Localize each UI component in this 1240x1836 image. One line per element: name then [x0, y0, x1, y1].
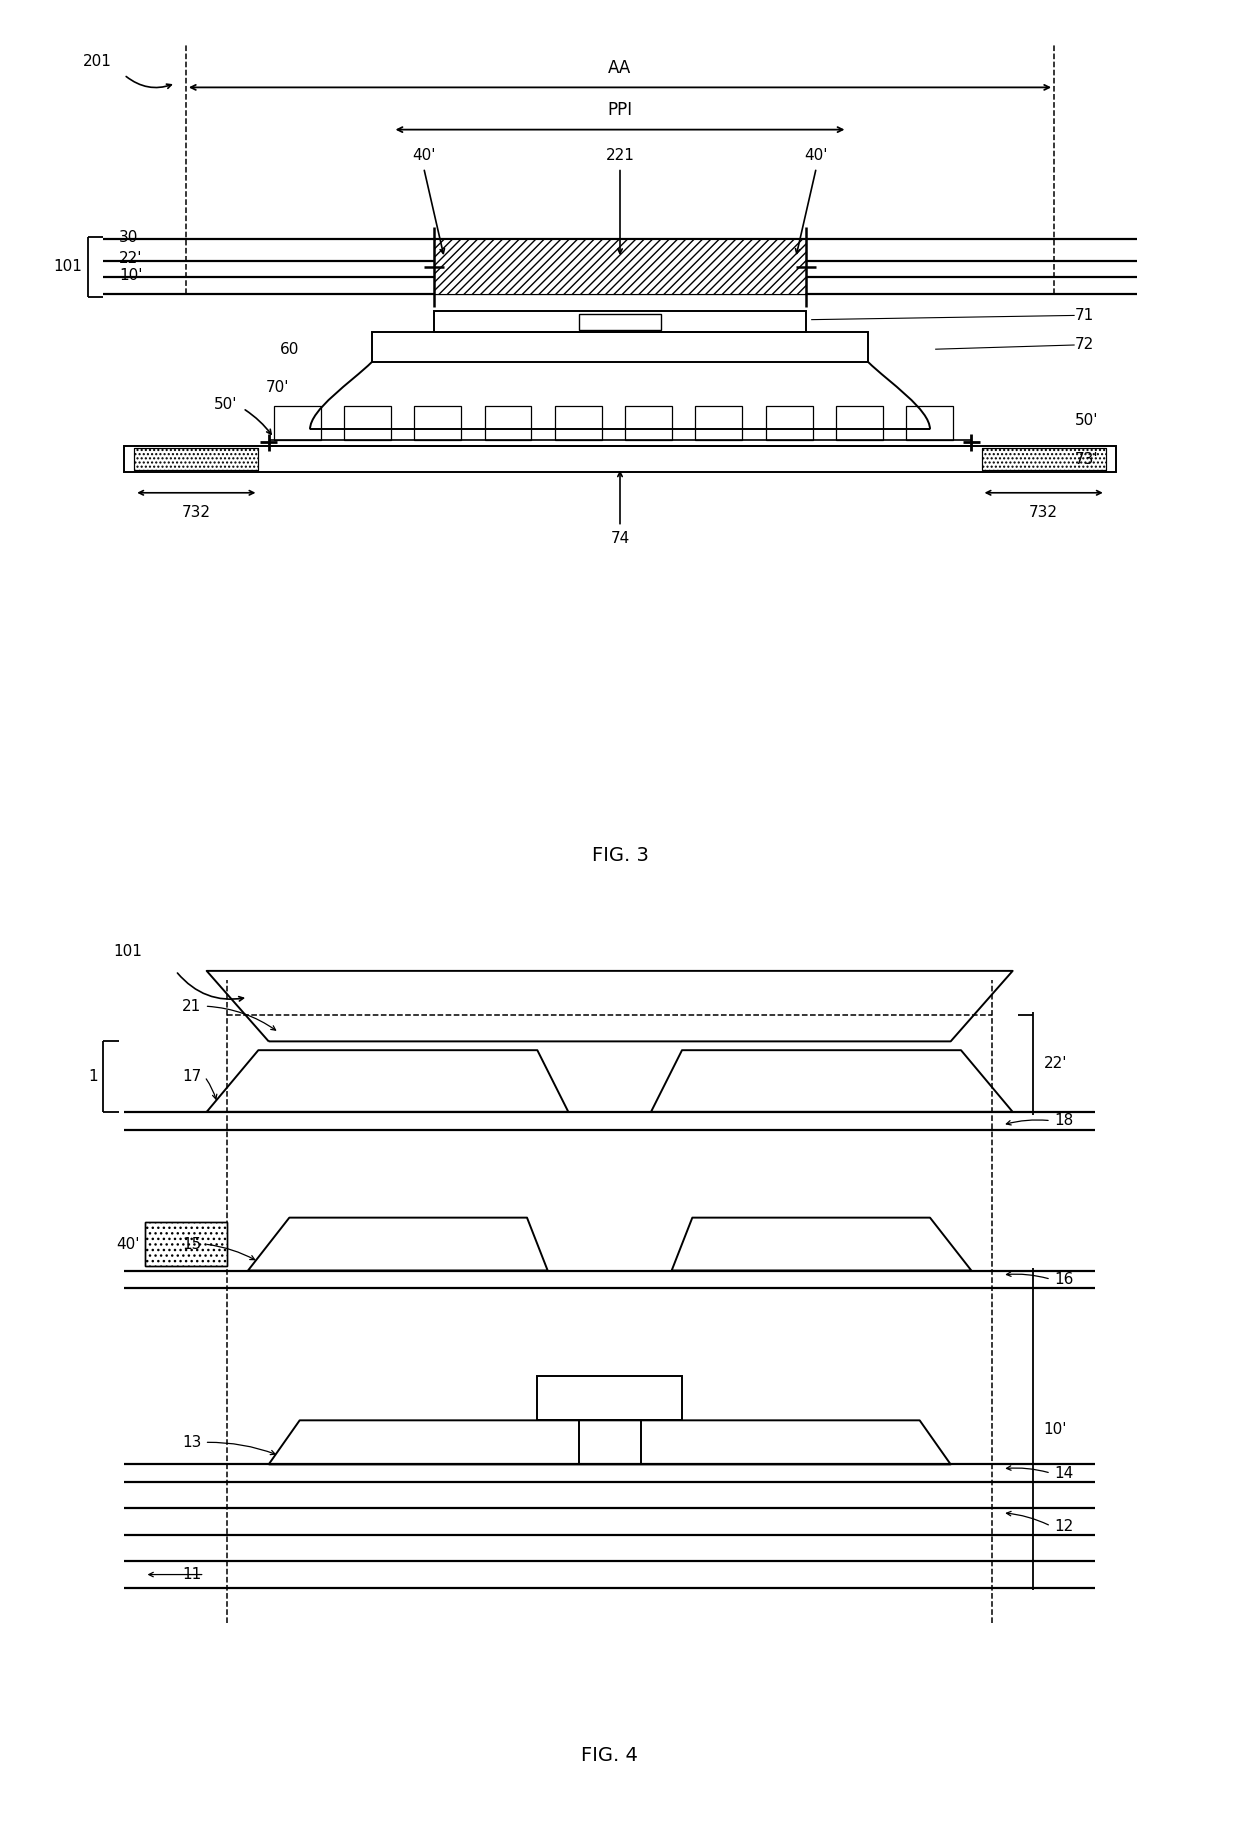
Bar	[145, 1223, 227, 1267]
Text: 50': 50'	[1075, 413, 1099, 428]
Text: 10': 10'	[1044, 1421, 1068, 1436]
Text: 16: 16	[1054, 1272, 1074, 1287]
Text: 221: 221	[605, 149, 635, 163]
Text: 21: 21	[182, 999, 201, 1013]
Text: 10': 10'	[119, 268, 143, 283]
Text: 11: 11	[182, 1568, 201, 1583]
Bar	[537, 1377, 682, 1421]
Bar	[134, 448, 258, 470]
Text: 101: 101	[53, 259, 83, 274]
Bar	[906, 406, 954, 439]
Text: 732: 732	[1029, 505, 1058, 520]
Text: PPI: PPI	[608, 101, 632, 119]
Text: 201: 201	[83, 53, 112, 68]
Text: 72: 72	[1075, 338, 1094, 353]
Bar	[434, 239, 806, 294]
Bar	[579, 314, 661, 330]
Bar	[274, 406, 321, 439]
Bar	[982, 448, 1106, 470]
Text: 74: 74	[610, 531, 630, 545]
Bar	[485, 406, 532, 439]
Text: 73': 73'	[1075, 452, 1099, 466]
Text: 70': 70'	[265, 380, 289, 395]
Text: 60: 60	[280, 341, 299, 356]
Bar	[124, 446, 1116, 472]
Bar	[836, 406, 883, 439]
Text: FIG. 4: FIG. 4	[582, 1746, 639, 1764]
Bar	[556, 406, 601, 439]
Text: 71: 71	[1075, 308, 1094, 323]
Bar	[343, 406, 391, 439]
Bar	[696, 406, 743, 439]
Text: 18: 18	[1054, 1113, 1074, 1127]
Bar	[134, 448, 258, 470]
Text: 50': 50'	[215, 397, 238, 411]
Text: 15: 15	[182, 1237, 201, 1252]
Text: 12: 12	[1054, 1518, 1074, 1533]
Text: 101: 101	[114, 944, 143, 960]
Bar	[434, 239, 806, 294]
Text: 13: 13	[182, 1436, 201, 1450]
Bar	[434, 310, 806, 332]
Text: 732: 732	[182, 505, 211, 520]
Bar	[765, 406, 812, 439]
Bar	[145, 1223, 227, 1267]
Text: 22': 22'	[119, 252, 143, 266]
Text: 40': 40'	[805, 149, 828, 163]
Text: 14: 14	[1054, 1465, 1074, 1480]
Text: 40': 40'	[412, 149, 435, 163]
Text: 22': 22'	[1044, 1056, 1068, 1070]
Text: AA: AA	[609, 59, 631, 77]
Bar	[982, 448, 1106, 470]
Bar	[414, 406, 461, 439]
Text: 30: 30	[119, 230, 138, 246]
Text: 40': 40'	[117, 1237, 139, 1252]
Text: 1: 1	[88, 1069, 98, 1083]
Text: FIG. 3: FIG. 3	[591, 846, 649, 865]
Text: 17: 17	[182, 1069, 201, 1083]
Bar	[625, 406, 672, 439]
Bar	[372, 332, 868, 362]
